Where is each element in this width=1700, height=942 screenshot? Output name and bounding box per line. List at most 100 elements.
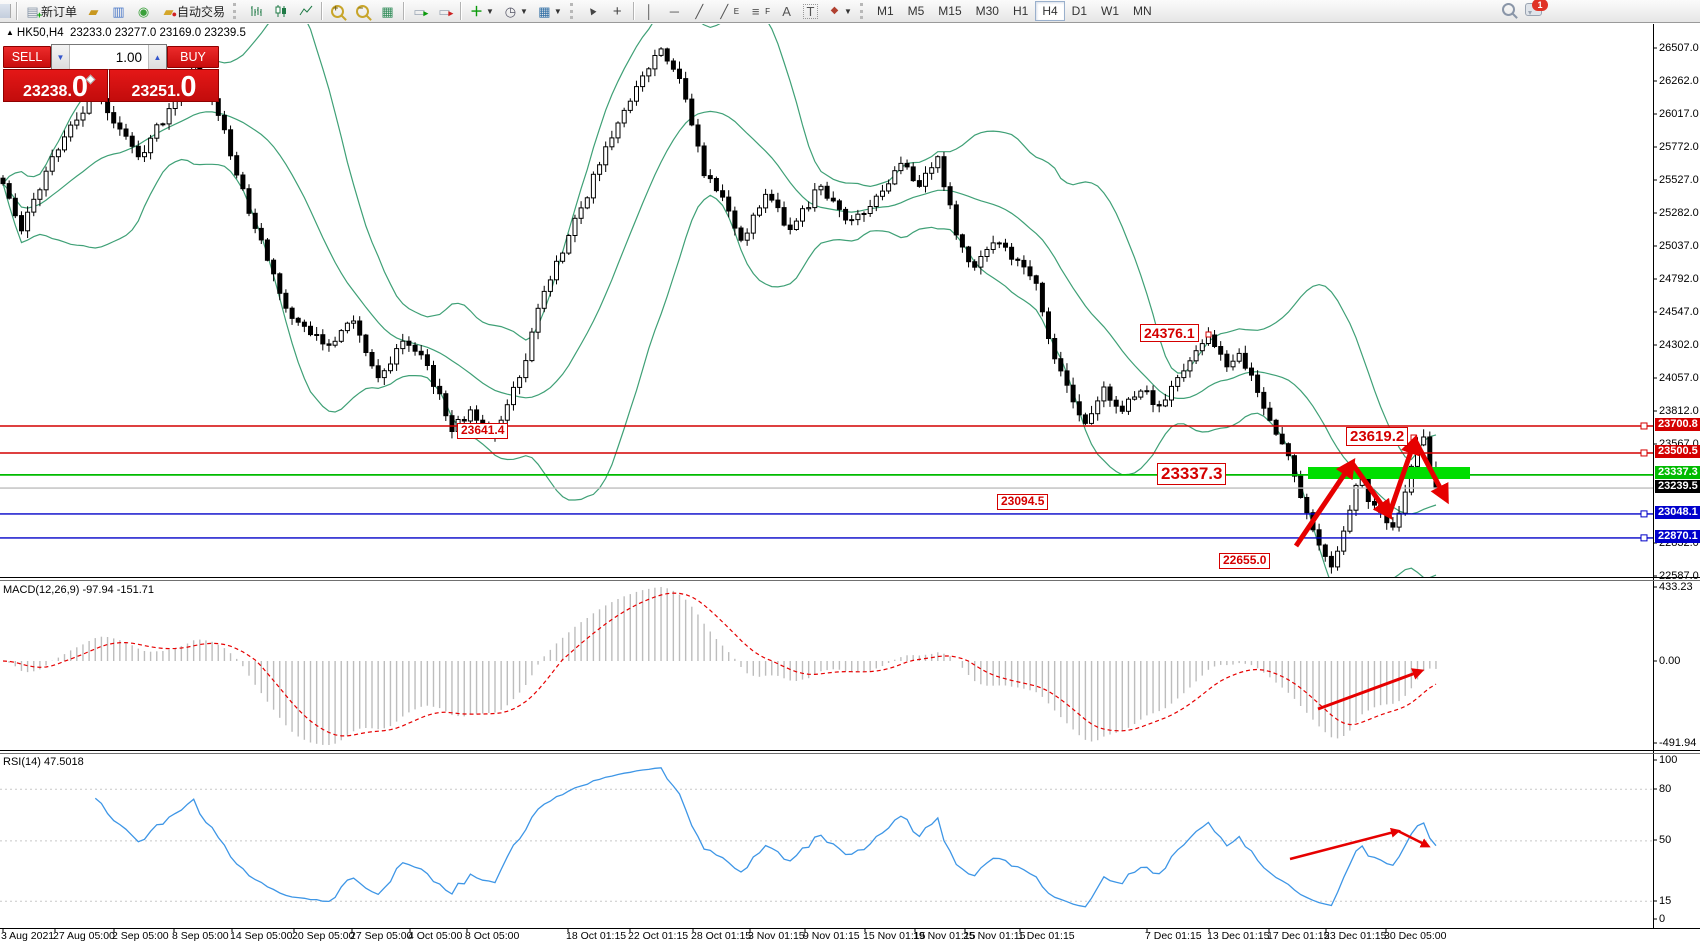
time-axis-label: 2 Sep 05:00	[112, 930, 169, 942]
market-watch-button[interactable]: ▰	[81, 0, 106, 22]
rsi-axis-label: 50	[1659, 834, 1672, 846]
chart-line-button[interactable]	[293, 0, 318, 22]
new-order-button[interactable]: ▤ + 新订单	[20, 0, 81, 22]
time-axis-label: 8 Oct 05:00	[465, 930, 520, 942]
price-axis-label: 25527.0	[1659, 174, 1699, 186]
navigator-icon: ▥	[112, 3, 125, 19]
hline-handle[interactable]	[1640, 510, 1648, 518]
fibonacci-button[interactable]: ≡ F	[743, 0, 774, 22]
price-badge: 23500.5	[1655, 445, 1700, 458]
symbol-name: HK50,H4	[16, 27, 64, 39]
rsi-arrow[interactable]	[1289, 827, 1401, 861]
chart-bars-button[interactable]	[243, 0, 268, 22]
annotation-price-label[interactable]: 23337.3	[1157, 463, 1227, 485]
text-tool-icon: A	[782, 3, 791, 19]
hline-handle[interactable]	[1640, 534, 1648, 542]
tab-timeframe-M30[interactable]: M30	[975, 4, 999, 18]
sell-button[interactable]: SELL	[3, 46, 51, 68]
time-axis-label: 3 Aug 2021	[1, 930, 55, 942]
zoom-in-icon: +	[329, 3, 346, 19]
time-axis-label: 17 Dec 01:15	[1267, 930, 1330, 942]
tab-timeframe-M1[interactable]: M1	[876, 4, 894, 18]
hline-handle[interactable]	[1640, 449, 1648, 457]
buy-price-main: 23251	[131, 83, 176, 100]
sell-price-big-digit: 0	[71, 71, 89, 104]
toolbar-drag-handle[interactable]	[233, 3, 239, 19]
arrows-button[interactable]: ◆ ▼	[822, 0, 856, 22]
buy-button[interactable]: BUY	[167, 46, 219, 68]
horizontal-line-button[interactable]: ─	[662, 0, 687, 22]
text-label-button[interactable]: T	[799, 0, 822, 22]
text-button[interactable]: A	[774, 0, 799, 22]
tab-timeframe-D1[interactable]: D1	[1071, 4, 1088, 18]
auto-scroll-button[interactable]: ▭ ▸	[407, 0, 432, 22]
trend-arrow[interactable]	[1386, 434, 1420, 516]
annotation-price-label[interactable]: 23094.5	[997, 494, 1049, 510]
macd-arrow[interactable]	[1317, 668, 1425, 711]
tab-timeframe-MN[interactable]: MN	[1133, 4, 1152, 18]
time-axis-label: 30 Dec 05:00	[1384, 930, 1447, 942]
price-axis-label: 24302.0	[1659, 339, 1699, 351]
time-axis-label: 7 Dec 01:15	[1145, 930, 1202, 942]
price-badge: 23239.5	[1655, 480, 1700, 493]
price-axis-label: 26017.0	[1659, 108, 1699, 120]
macd-signal-line	[2, 592, 1437, 737]
tab-timeframe-H4[interactable]: H4	[1035, 1, 1065, 21]
auto-scroll-icon: ▭ ▸	[413, 3, 429, 19]
crosshair-icon: +	[612, 2, 622, 20]
crosshair-button[interactable]: +	[605, 0, 630, 22]
sell-price-dot: .	[67, 83, 72, 100]
toolbar-drag-handle[interactable]	[569, 3, 576, 19]
price-badge: 22870.1	[1655, 530, 1700, 543]
tab-timeframe-H1[interactable]: H1	[1012, 4, 1029, 18]
new-order-label: 新订单	[41, 4, 78, 19]
rsi-arrow[interactable]	[1397, 829, 1431, 848]
hline-handle[interactable]	[1640, 422, 1648, 430]
sound-icon: ◉	[137, 3, 150, 19]
timeframe-bar: M1 M5 M15 M30 H1 H4 D1 W1 MN	[870, 1, 1159, 21]
volume-value[interactable]: 1.00	[115, 49, 142, 65]
sound-button[interactable]: ◉	[131, 0, 156, 22]
volume-decrease-button[interactable]: ▼	[52, 45, 70, 69]
time-axis-label: 19 Nov 01:15	[913, 930, 976, 942]
annotation-price-label[interactable]: 23619.2	[1346, 427, 1409, 447]
trendline-button[interactable]: ╱	[687, 0, 712, 22]
tab-timeframe-M5[interactable]: M5	[907, 4, 925, 18]
autotrading-button[interactable]: ▰ ● 自动交易	[156, 0, 229, 22]
tab-timeframe-W1[interactable]: W1	[1101, 4, 1120, 18]
tile-windows-button[interactable]: ▦	[375, 0, 400, 22]
price-axis-label: 25772.0	[1659, 141, 1699, 153]
annotation-price-label[interactable]: 23641.4	[457, 423, 509, 439]
annotation-price-label[interactable]: 24376.1	[1140, 324, 1199, 343]
toolbar-drag-handle[interactable]	[859, 3, 866, 19]
sell-price-button[interactable]: 23238. 0	[3, 69, 108, 102]
chart-shift-button[interactable]: ▭ ▸	[432, 0, 457, 22]
horizontal-line-icon: ─	[669, 3, 679, 19]
search-icon[interactable]	[1502, 3, 1515, 16]
trend-arrow[interactable]	[1412, 438, 1449, 505]
rsi-axis-label: 15	[1659, 895, 1672, 907]
templates-button[interactable]: ▦ ▼	[532, 0, 566, 22]
new-order-icon: ▤ +	[26, 3, 42, 20]
trend-arrow[interactable]	[1293, 458, 1356, 548]
channel-button[interactable]: ╱ E	[712, 0, 743, 22]
time-axis-label: 27 Aug 05:00	[53, 930, 115, 942]
periods-button[interactable]: ◷ ▼	[498, 0, 532, 22]
tab-timeframe-M15[interactable]: M15	[938, 4, 962, 18]
zoom-out-button[interactable]: −	[350, 0, 375, 22]
trend-arrow[interactable]	[1349, 461, 1393, 520]
chat-icon[interactable]: 1	[1525, 0, 1548, 16]
rsi-axis-label: 100	[1659, 754, 1678, 766]
buy-price-button[interactable]: 23251. 0	[109, 69, 219, 102]
chart-candles-button[interactable]	[268, 0, 293, 22]
navigator-button[interactable]: ▥	[106, 0, 131, 22]
volume-increase-button[interactable]: ▲	[148, 45, 166, 69]
vertical-line-icon: │	[645, 3, 654, 19]
annotation-price-label[interactable]: 22655.0	[1219, 553, 1271, 569]
separator	[321, 2, 323, 20]
price-axis-label: 22587.0	[1659, 570, 1699, 582]
vertical-line-button[interactable]: │	[637, 0, 662, 22]
indicators-button[interactable]: ＋ ▼	[464, 0, 498, 22]
zoom-in-button[interactable]: +	[325, 0, 350, 22]
